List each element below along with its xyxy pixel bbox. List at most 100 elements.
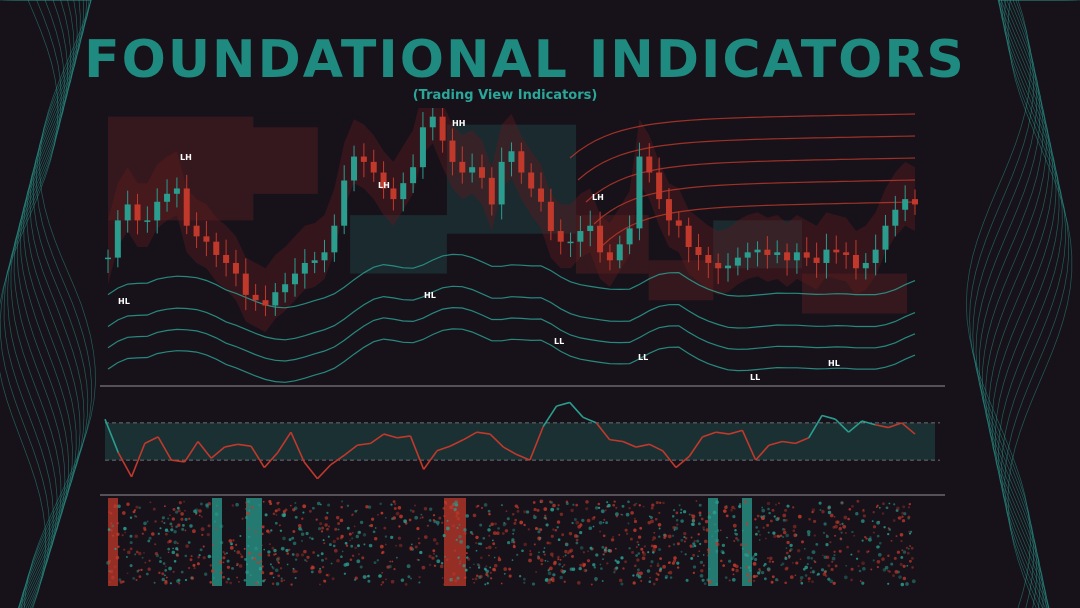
- candle-body: [469, 167, 476, 173]
- scatter-dot: [784, 508, 788, 512]
- scatter-dot: [535, 571, 538, 573]
- scatter-dot: [199, 502, 203, 506]
- scatter-dot: [324, 516, 329, 520]
- scatter-dot: [502, 523, 506, 527]
- scatter-dot: [901, 549, 904, 552]
- scatter-dot: [758, 568, 761, 571]
- scatter-dot: [748, 579, 752, 583]
- scatter-dot: [630, 511, 634, 515]
- scatter-dot: [126, 572, 129, 575]
- scatter-dot: [861, 539, 864, 542]
- oscillator-line-segment: [582, 416, 597, 424]
- scatter-dot: [493, 563, 498, 568]
- scatter-dot: [657, 573, 660, 576]
- scatter-dot: [607, 503, 611, 508]
- scatter-dot: [593, 566, 597, 569]
- scatter-dot: [274, 521, 278, 525]
- scatter-dot: [138, 575, 142, 578]
- scatter-dot: [789, 547, 793, 551]
- scatter-dot: [715, 530, 717, 533]
- scatter-dot: [135, 505, 139, 509]
- scatter-dot: [782, 513, 787, 518]
- scatter-dot: [731, 505, 735, 510]
- scatter-dot: [209, 564, 212, 567]
- scatter-dot: [398, 543, 403, 548]
- candle-body: [124, 204, 131, 221]
- scatter-dot: [698, 511, 702, 515]
- scatter-dot: [771, 508, 775, 512]
- zone-shade: [802, 273, 907, 314]
- scatter-dot: [690, 523, 694, 526]
- scatter-dot: [827, 577, 831, 581]
- scatter-dot: [614, 547, 617, 550]
- scatter-dot: [288, 538, 292, 542]
- scatter-dot: [747, 566, 751, 569]
- candle-body: [547, 201, 554, 232]
- scatter-dot: [140, 568, 143, 572]
- scatter-dot: [315, 518, 318, 521]
- oscillator-line-segment: [463, 431, 478, 441]
- scatter-dot: [570, 508, 574, 513]
- scatter-dot: [410, 577, 412, 580]
- scatter-dot: [719, 529, 722, 532]
- scatter-dot: [389, 560, 392, 563]
- scatter-dot: [455, 515, 458, 518]
- scatter-dot: [650, 560, 654, 564]
- left-wave-line: [3, 0, 65, 608]
- scatter-dot: [301, 539, 303, 542]
- scatter-dot: [512, 544, 516, 547]
- scatter-dot: [333, 548, 338, 553]
- scatter-dot: [472, 578, 474, 580]
- scatter-dot: [346, 526, 350, 530]
- scatter-dot: [319, 522, 323, 526]
- scatter-dot: [672, 508, 676, 512]
- scatter-dot: [733, 539, 736, 543]
- scatter-dot: [602, 534, 606, 538]
- scatter-dot: [702, 528, 705, 531]
- scatter-dot: [658, 527, 661, 530]
- candle-body: [695, 247, 702, 255]
- scatter-dot: [442, 534, 446, 538]
- scatter-dot: [561, 533, 565, 537]
- scatter-dot: [253, 557, 256, 561]
- scatter-dot: [556, 520, 561, 524]
- right-wave-line: [972, 0, 1045, 608]
- scatter-dot: [229, 581, 233, 585]
- scatter-dot: [906, 551, 910, 555]
- scatter-dot: [594, 577, 598, 581]
- scatter-dot: [475, 574, 479, 577]
- scatter-dot: [728, 579, 731, 582]
- scatter-dot: [494, 522, 497, 526]
- scatter-dot: [292, 567, 295, 570]
- scatter-dot: [801, 540, 804, 544]
- scatter-dot: [200, 515, 203, 518]
- scatter-dot: [170, 528, 174, 532]
- scatter-dot: [214, 527, 217, 530]
- scatter-dot: [855, 512, 859, 516]
- scatter-dot: [475, 541, 478, 545]
- scatter-dot: [842, 524, 847, 529]
- scatter-dot: [850, 567, 854, 571]
- scatter-dot: [659, 567, 663, 571]
- scatter-dot: [227, 577, 230, 581]
- scatter-dot: [795, 533, 798, 537]
- scatter-dot: [612, 535, 614, 538]
- scatter-dot: [831, 556, 836, 561]
- scatter-dot: [700, 569, 704, 573]
- scatter-dot: [783, 528, 786, 531]
- scatter-dot: [154, 551, 159, 556]
- scatter-dot: [178, 582, 181, 585]
- scatter-dot: [238, 564, 243, 568]
- scatter-dot: [177, 509, 181, 513]
- scatter-dot: [701, 578, 705, 582]
- scatter-dot: [477, 566, 481, 569]
- scatter-dot: [887, 569, 889, 572]
- scatter-dot: [683, 531, 687, 536]
- scatter-dot: [684, 553, 687, 556]
- scatter-dot: [288, 548, 291, 551]
- scatter-dot: [494, 546, 497, 549]
- scatter-dot: [123, 526, 127, 531]
- candle-body: [872, 249, 879, 263]
- scatter-dot: [581, 518, 585, 523]
- oscillator-line-segment: [184, 441, 199, 463]
